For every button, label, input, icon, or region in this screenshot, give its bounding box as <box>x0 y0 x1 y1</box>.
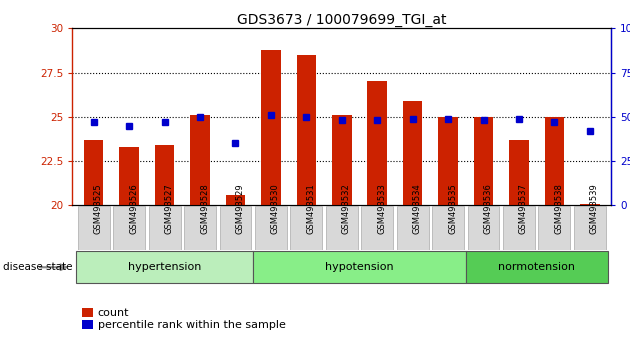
FancyBboxPatch shape <box>76 251 253 283</box>
Text: GSM493538: GSM493538 <box>554 183 563 234</box>
FancyBboxPatch shape <box>255 206 287 250</box>
Bar <box>580 204 600 205</box>
FancyBboxPatch shape <box>253 251 466 283</box>
FancyBboxPatch shape <box>290 206 323 250</box>
FancyBboxPatch shape <box>326 206 358 250</box>
Bar <box>190 115 210 205</box>
Bar <box>545 117 564 205</box>
Bar <box>438 117 458 205</box>
Text: normotension: normotension <box>498 262 575 272</box>
Text: GSM493536: GSM493536 <box>484 183 493 234</box>
Text: GSM493531: GSM493531 <box>306 183 316 234</box>
Text: disease state: disease state <box>3 262 72 272</box>
FancyBboxPatch shape <box>503 206 535 250</box>
Bar <box>155 145 175 205</box>
Bar <box>474 117 493 205</box>
FancyBboxPatch shape <box>467 206 500 250</box>
FancyBboxPatch shape <box>574 206 606 250</box>
Text: GSM493526: GSM493526 <box>129 183 138 234</box>
Text: GSM493539: GSM493539 <box>590 183 599 234</box>
FancyBboxPatch shape <box>539 206 570 250</box>
Text: GSM493535: GSM493535 <box>448 183 457 234</box>
FancyBboxPatch shape <box>149 206 181 250</box>
Title: GDS3673 / 100079699_TGI_at: GDS3673 / 100079699_TGI_at <box>237 13 447 27</box>
Text: GSM493530: GSM493530 <box>271 183 280 234</box>
FancyBboxPatch shape <box>361 206 393 250</box>
Text: GSM493528: GSM493528 <box>200 183 209 234</box>
Text: percentile rank within the sample: percentile rank within the sample <box>98 320 285 330</box>
FancyBboxPatch shape <box>77 206 110 250</box>
Text: GSM493525: GSM493525 <box>94 183 103 234</box>
Bar <box>403 101 422 205</box>
Text: hypotension: hypotension <box>325 262 394 272</box>
Text: GSM493537: GSM493537 <box>519 183 528 234</box>
FancyBboxPatch shape <box>184 206 216 250</box>
FancyBboxPatch shape <box>219 206 251 250</box>
Text: GSM493534: GSM493534 <box>413 183 421 234</box>
Bar <box>84 140 103 205</box>
Bar <box>226 195 245 205</box>
Text: GSM493529: GSM493529 <box>236 183 244 234</box>
FancyBboxPatch shape <box>397 206 428 250</box>
FancyBboxPatch shape <box>113 206 145 250</box>
Bar <box>261 50 280 205</box>
Text: GSM493533: GSM493533 <box>377 183 386 234</box>
Text: GSM493527: GSM493527 <box>164 183 174 234</box>
FancyBboxPatch shape <box>466 251 607 283</box>
Text: hypertension: hypertension <box>128 262 201 272</box>
Bar <box>120 147 139 205</box>
Bar <box>297 55 316 205</box>
FancyBboxPatch shape <box>432 206 464 250</box>
Text: count: count <box>98 308 129 318</box>
Bar <box>367 81 387 205</box>
Text: GSM493532: GSM493532 <box>341 183 351 234</box>
Bar <box>509 140 529 205</box>
Bar <box>332 115 352 205</box>
